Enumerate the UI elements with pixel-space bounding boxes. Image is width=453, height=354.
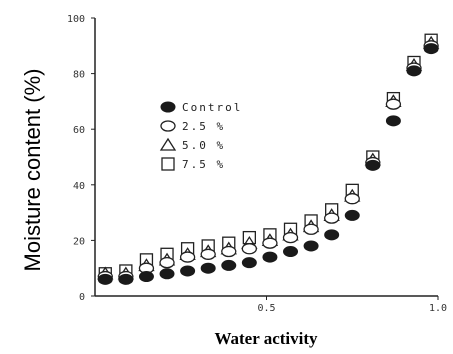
data-point <box>159 256 175 269</box>
data-point <box>282 231 299 244</box>
data-point <box>221 245 237 258</box>
y-axis-label: Moisture content (%) <box>20 69 45 272</box>
data-point <box>406 65 422 77</box>
x-tick-label: 1.0 <box>429 303 447 314</box>
data-point <box>262 251 278 263</box>
data-point <box>138 271 154 283</box>
data-point <box>365 159 381 171</box>
data-point <box>241 243 258 255</box>
data-point <box>200 262 216 274</box>
data-point <box>283 246 299 258</box>
legend: Control 2.5 % 5.0 % 7.5 % <box>159 101 242 171</box>
x-tick-label: 0.5 <box>257 303 275 314</box>
data-point <box>303 223 319 235</box>
legend-label: 2.5 % <box>182 120 225 133</box>
data-point <box>385 98 402 110</box>
legend-marker <box>161 157 175 171</box>
data-point <box>385 115 401 127</box>
data-point <box>118 273 134 285</box>
y-tick-label: 80 <box>73 70 85 81</box>
data-point <box>241 257 257 269</box>
y-tick-label: 60 <box>73 125 85 136</box>
legend-label: Control <box>182 101 242 114</box>
data-point <box>159 268 175 280</box>
data-point <box>303 240 319 252</box>
data-point <box>344 193 360 205</box>
legend-label: 5.0 % <box>182 139 225 152</box>
legend-marker <box>160 120 176 132</box>
data-point <box>97 273 113 285</box>
data-point <box>324 212 340 224</box>
data-point <box>344 209 360 221</box>
y-tick-label: 20 <box>73 236 85 247</box>
y-tick-label: 40 <box>73 181 85 192</box>
y-tick-label: 100 <box>67 14 85 25</box>
legend-label: 7.5 % <box>182 158 225 171</box>
legend-marker <box>160 101 176 113</box>
y-tick-label: 0 <box>79 292 85 303</box>
data-point <box>221 259 237 271</box>
data-point <box>324 229 340 241</box>
legend-marker <box>159 137 177 151</box>
x-axis-label: Water activity <box>214 329 318 348</box>
data-point <box>180 265 196 277</box>
data-point <box>262 237 278 249</box>
data-point <box>179 251 196 263</box>
data-point <box>200 248 216 260</box>
data-point <box>423 43 439 55</box>
